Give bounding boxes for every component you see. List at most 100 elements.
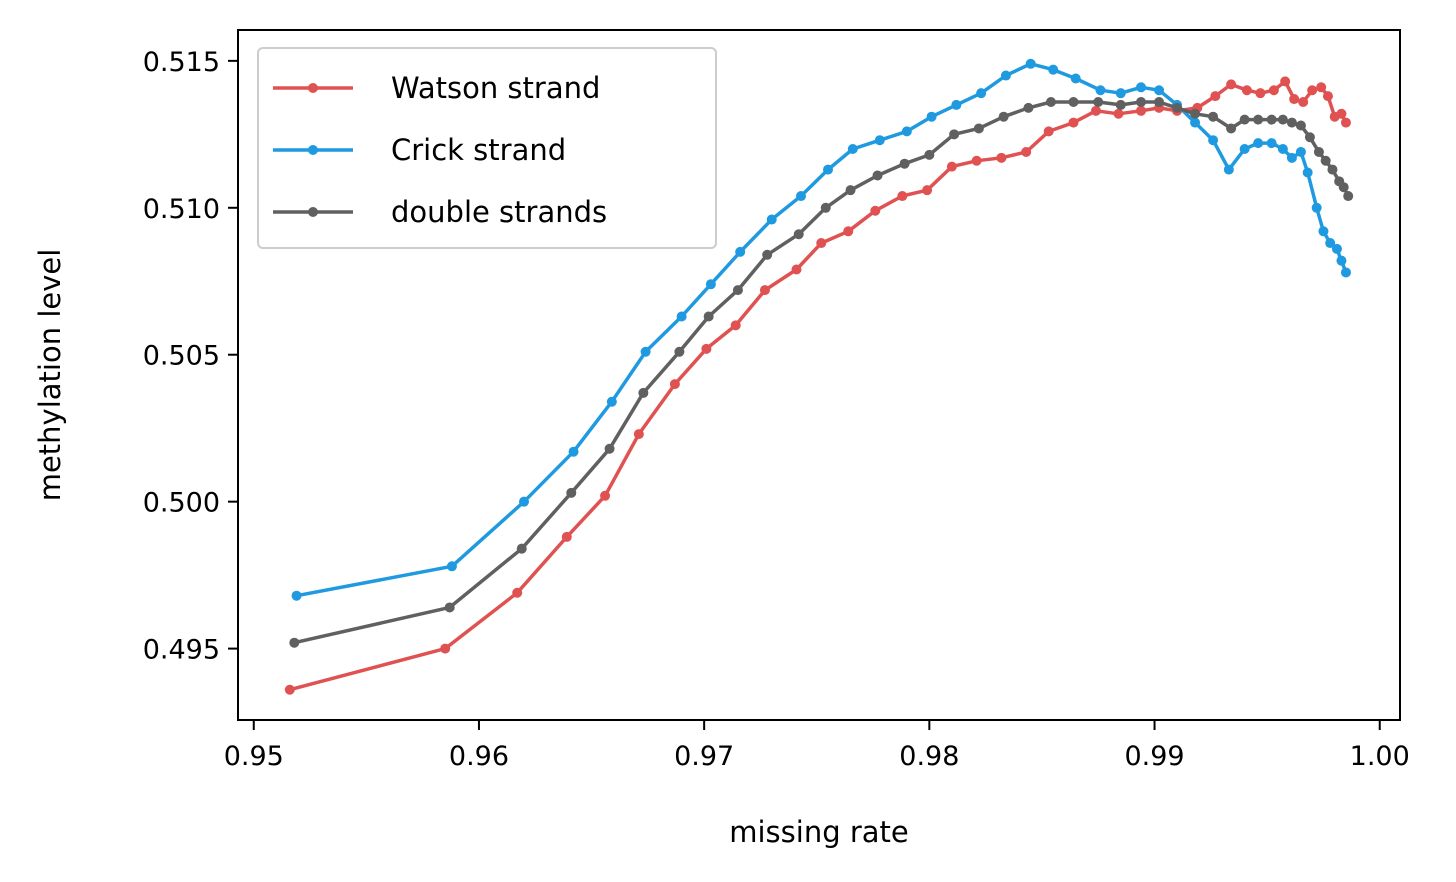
data-point (1208, 111, 1219, 122)
data-point (874, 135, 885, 146)
data-point (762, 249, 773, 260)
data-point (1322, 91, 1333, 102)
data-point (1115, 99, 1126, 110)
data-point (1043, 126, 1054, 137)
data-point (1136, 82, 1147, 93)
data-point (566, 487, 577, 498)
data-point (440, 643, 451, 654)
data-point (899, 158, 910, 169)
data-point (1253, 138, 1264, 149)
data-point (674, 346, 685, 357)
data-point (793, 229, 804, 240)
legend-label-crick-strand: Crick strand (391, 133, 566, 167)
data-point (284, 684, 295, 695)
data-point (1336, 108, 1347, 119)
data-point (1239, 144, 1250, 155)
data-point (1266, 138, 1277, 149)
data-point (735, 246, 746, 257)
data-point (561, 531, 572, 542)
data-point (1095, 85, 1106, 96)
series-layer (284, 58, 1354, 695)
data-point (730, 320, 741, 331)
data-point (676, 311, 687, 322)
data-point (1113, 108, 1124, 119)
data-point (1307, 85, 1318, 96)
data-point (1190, 108, 1201, 119)
data-point (1331, 243, 1342, 254)
data-point (971, 155, 982, 166)
x-axis: 0.95 0.96 0.97 0.98 0.99 1.00 (224, 720, 1410, 772)
data-point (1045, 96, 1056, 107)
data-point (791, 264, 802, 275)
legend-box (257, 47, 717, 249)
series-double-strands (289, 96, 1354, 648)
x-tick-label-1: 0.96 (449, 741, 509, 772)
legend-marker-double-strands (308, 207, 318, 217)
data-point (1226, 123, 1237, 134)
legend-label-double-strands: double strands (391, 195, 607, 229)
x-tick-label-3: 0.98 (899, 741, 959, 772)
data-point (1023, 102, 1034, 113)
data-point (1313, 146, 1324, 157)
data-point (1340, 117, 1351, 128)
data-point (1338, 182, 1349, 193)
x-axis-title: missing rate (729, 815, 909, 849)
y-tick-label-4: 0.515 (143, 47, 220, 78)
data-point (1068, 117, 1079, 128)
plot-frame (237, 29, 1401, 721)
data-point (845, 185, 856, 196)
data-point (795, 191, 806, 202)
data-point (1025, 58, 1036, 69)
data-point (606, 396, 617, 407)
data-point (1286, 117, 1297, 128)
data-point (843, 226, 854, 237)
data-point (669, 379, 680, 390)
data-point (1311, 202, 1322, 213)
x-tick-label-2: 0.97 (674, 741, 734, 772)
data-point (1298, 96, 1309, 107)
data-point (732, 285, 743, 296)
x-tick-label-5: 1.00 (1350, 741, 1410, 772)
data-point (926, 111, 937, 122)
data-point (949, 129, 960, 140)
data-point (1154, 85, 1165, 96)
legend: Watson strand Crick strand double strands (257, 47, 717, 249)
data-point (1255, 88, 1266, 99)
data-point (847, 144, 858, 155)
data-point (1068, 96, 1079, 107)
y-tick-label-1: 0.500 (143, 488, 220, 519)
data-point (1115, 88, 1126, 99)
data-point (946, 161, 957, 172)
data-point (1340, 267, 1351, 278)
data-point (701, 343, 712, 354)
legend-label-watson-strand: Watson strand (391, 71, 600, 105)
data-point (1253, 114, 1264, 125)
series-crick-strand (291, 58, 1351, 601)
data-point (766, 214, 777, 225)
data-point (976, 88, 987, 99)
data-point (1343, 191, 1354, 202)
data-point (823, 164, 834, 175)
data-point (568, 446, 579, 457)
x-tick-label-4: 0.99 (1124, 741, 1184, 772)
data-point (1136, 105, 1147, 116)
data-point (1268, 85, 1279, 96)
data-point (1090, 105, 1101, 116)
data-point (1226, 79, 1237, 90)
data-point (1048, 64, 1059, 75)
data-point (922, 185, 933, 196)
data-point (1093, 96, 1104, 107)
data-point (600, 490, 611, 501)
data-point (820, 202, 831, 213)
data-point (1239, 114, 1250, 125)
data-point (1320, 155, 1331, 166)
data-point (289, 637, 300, 648)
data-point (872, 170, 883, 181)
y-axis: 0.495 0.500 0.505 0.510 0.515 (143, 47, 238, 666)
data-point (446, 561, 457, 572)
data-point (1286, 152, 1297, 163)
data-point (1280, 76, 1291, 87)
data-point (759, 285, 770, 296)
data-point (1316, 82, 1327, 93)
